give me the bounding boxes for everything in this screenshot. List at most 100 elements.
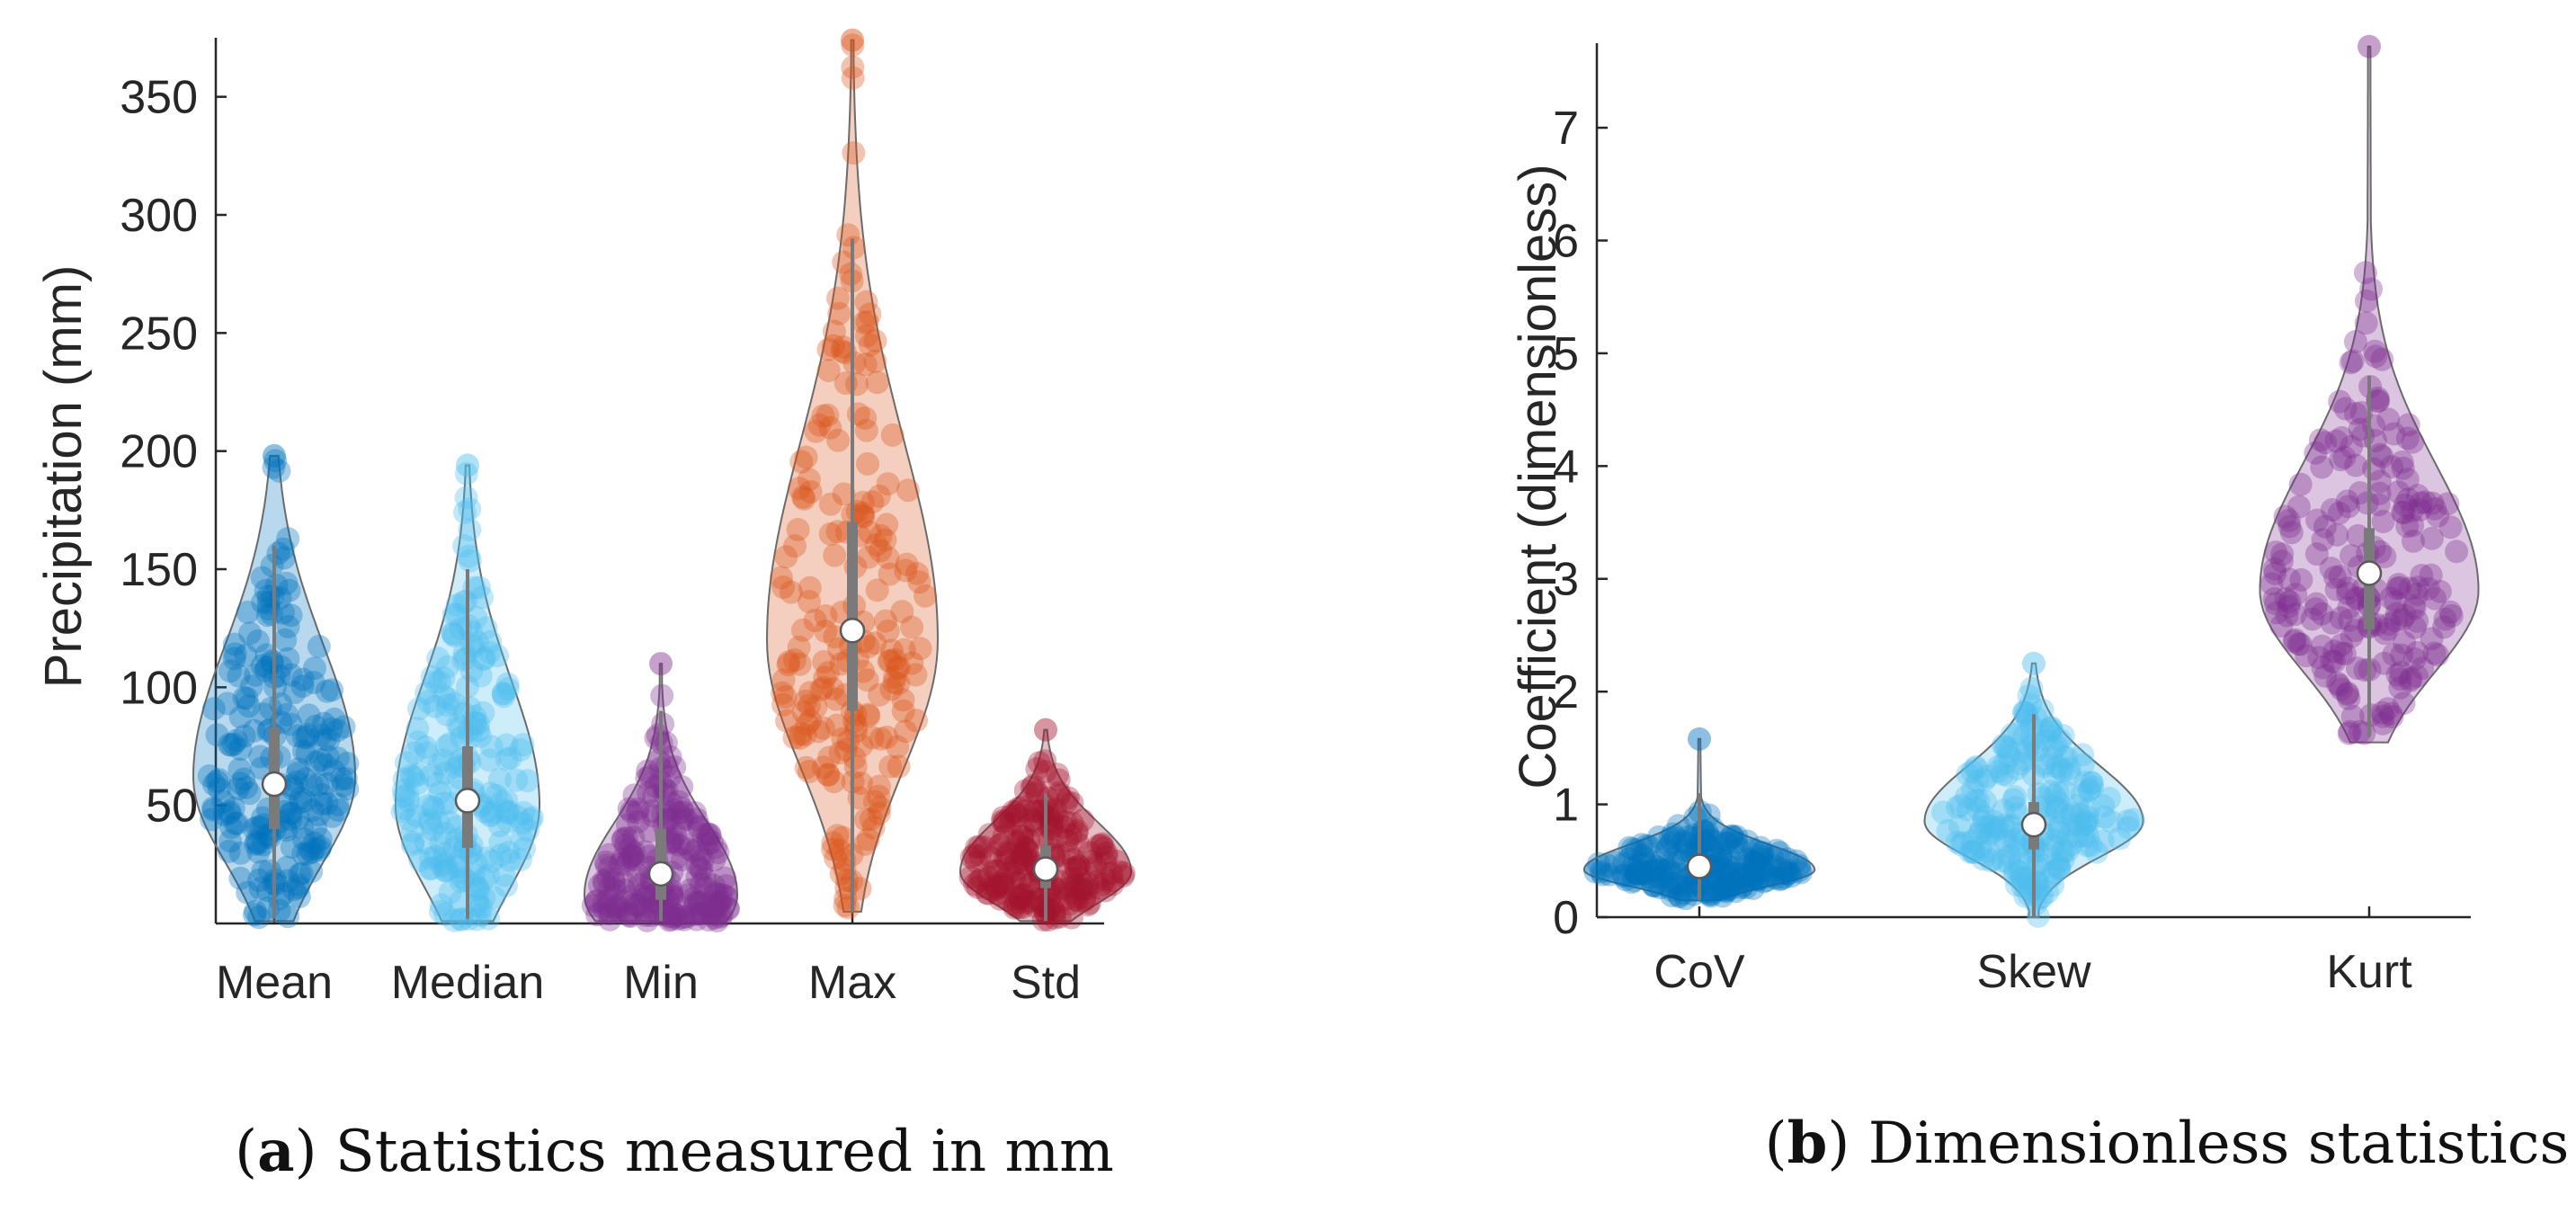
panel-b-data-point <box>2375 697 2400 721</box>
panel-a-data-point <box>682 893 707 917</box>
panel-a-data-point <box>651 712 675 736</box>
panel-a-data-point <box>661 905 685 929</box>
panel-a-data-point <box>596 866 620 890</box>
panel-b-data-point <box>1733 863 1757 887</box>
panel-a-data-point <box>467 878 491 902</box>
panel-b-data-point <box>2310 455 2334 479</box>
panel-b-data-point <box>2055 745 2079 770</box>
panel-a-data-point <box>825 520 850 544</box>
panel-b-data-point <box>2092 805 2117 829</box>
panel-b-data-point <box>1751 860 1775 884</box>
panel-a-data-point <box>457 544 481 568</box>
panel-b-data-point <box>2366 389 2390 414</box>
panel-a-data-point <box>393 797 417 821</box>
panel-a-data-point <box>869 523 893 548</box>
panel-b-data-point <box>1681 882 1706 906</box>
panel-b-data-point <box>2405 583 2429 606</box>
panel-a-data-point <box>664 846 689 870</box>
panel-a-data-point <box>592 869 616 893</box>
panel-a-data-point <box>1030 894 1055 918</box>
panel-a-data-point <box>1010 795 1034 819</box>
panel-b-data-point <box>2019 692 2043 717</box>
panel-a-data-point <box>441 602 466 627</box>
panel-a-y-tick-label: 300 <box>120 190 198 242</box>
panel-b-data-point <box>1665 870 1689 895</box>
panel-b-data-point <box>2313 514 2337 539</box>
panel-a-data-point <box>783 648 807 673</box>
panel-b-data-point <box>1629 861 1653 885</box>
panel-b-data-point <box>1633 861 1657 886</box>
panel-b-data-point <box>1724 879 1748 904</box>
panel-a-data-point <box>914 584 937 608</box>
panel-a-data-point <box>1015 837 1039 861</box>
panel-b-data-point <box>1620 837 1645 861</box>
panel-a-data-point <box>900 615 924 639</box>
panel-b-data-point <box>1673 838 1698 862</box>
panel-a-data-point <box>842 351 867 375</box>
panel-b-data-point <box>2052 802 2076 826</box>
panel-a-data-point <box>771 681 795 705</box>
panel-a-data-point <box>423 670 448 694</box>
panel-a-data-point <box>401 833 424 857</box>
panel-a-data-point <box>1022 799 1047 824</box>
panel-a-data-point <box>787 635 811 659</box>
panel-b-data-point <box>2010 752 2034 776</box>
panel-a-data-point <box>1004 890 1029 914</box>
panel-a-data-point <box>416 690 441 714</box>
panel-a-data-point <box>243 903 266 927</box>
panel-a-data-point <box>1065 875 1089 898</box>
panel-a-data-point <box>477 906 501 931</box>
panel-a-data-point <box>320 804 344 828</box>
panel-a-data-point <box>285 762 309 786</box>
panel-a-data-point <box>996 842 1021 866</box>
panel-a-data-point <box>207 768 231 792</box>
panel-a-data-point <box>967 869 991 893</box>
panel-a-data-point <box>1010 846 1034 870</box>
panel-a-x-tick-label: Mean <box>216 957 333 1009</box>
panel-a-data-point <box>1003 896 1027 920</box>
panel-a-data-point <box>611 826 636 851</box>
panel-a-data-point <box>407 697 431 721</box>
panel-a-data-point <box>397 808 422 833</box>
panel-a-data-point <box>512 800 536 825</box>
panel-a-data-point <box>682 839 706 863</box>
panel-b-data-point <box>2269 549 2294 574</box>
panel-b-data-point <box>2024 892 2048 915</box>
panel-a-data-point <box>200 807 224 832</box>
panel-a-data-point <box>827 301 851 326</box>
panel-b-data-point <box>2340 704 2365 728</box>
panel-a-data-point <box>875 513 899 537</box>
panel-b-data-point <box>2071 824 2095 848</box>
panel-b-data-point <box>2026 871 2050 895</box>
panel-a-data-point <box>429 899 452 923</box>
panel-b-data-point <box>1627 863 1651 887</box>
panel-a-data-point <box>596 894 620 917</box>
panel-b-data-point <box>1698 880 1722 905</box>
panel-a-data-point <box>683 903 707 927</box>
panel-a-data-point <box>789 722 813 746</box>
panel-a-data-point <box>816 337 841 361</box>
panel-a-data-point <box>861 816 886 840</box>
panel-a-data-point <box>426 810 450 834</box>
panel-a-data-point <box>1059 857 1083 881</box>
panel-a-data-point <box>496 841 521 864</box>
panel-a-data-point <box>202 772 227 797</box>
panel-a-data-point <box>236 880 260 905</box>
panel-a-data-point <box>302 837 326 861</box>
panel-a-data-point <box>705 882 728 906</box>
panel-a-data-point <box>858 520 882 544</box>
panel-b-data-point <box>2008 834 2031 859</box>
panel-a-data-point <box>626 894 650 918</box>
panel-b-data-point <box>2003 827 2028 852</box>
panel-b-data-point <box>1618 835 1642 860</box>
panel-b-data-point <box>1986 816 2010 840</box>
panel-b-data-point <box>2391 456 2415 480</box>
panel-b-data-point <box>2376 407 2401 432</box>
panel-a-data-point <box>197 764 221 788</box>
panel-a-data-point <box>242 718 266 743</box>
panel-a-data-point <box>879 638 904 663</box>
panel-b-data-point <box>1960 760 1984 783</box>
panel-a-data-point <box>633 840 657 864</box>
panel-a-data-point <box>908 637 932 661</box>
panel-a-data-point <box>663 755 687 779</box>
